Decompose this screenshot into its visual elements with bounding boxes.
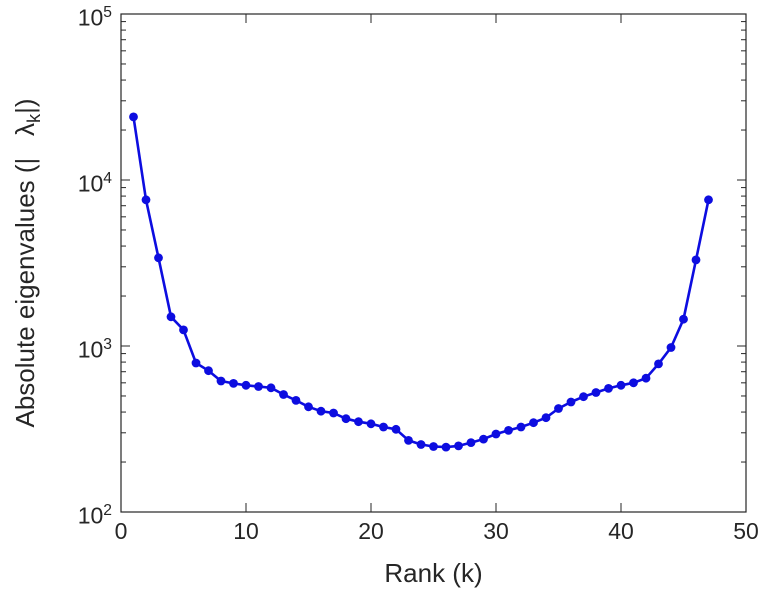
data-point: [304, 402, 313, 412]
x-tick-label: 0: [114, 518, 128, 544]
data-point: [504, 426, 513, 435]
data-point: [191, 358, 201, 368]
data-point: [316, 406, 326, 416]
data-point: [629, 378, 638, 388]
data-point: [679, 314, 688, 324]
data-point: [479, 434, 488, 444]
data-point: [216, 376, 226, 386]
data-point: [179, 325, 188, 335]
data-point: [329, 408, 338, 418]
data-point: [591, 388, 601, 397]
data-point: [266, 383, 276, 393]
data-point: [291, 396, 301, 405]
y-tick-label: 102: [77, 502, 112, 529]
data-point: [154, 253, 163, 263]
data-point: [691, 255, 701, 265]
data-point: [229, 379, 238, 388]
x-tick-label: 50: [733, 518, 759, 544]
x-tick-label: 10: [233, 518, 259, 544]
data-point: [454, 441, 463, 451]
data-point: [466, 438, 476, 447]
x-axis-label: Rank (k): [384, 558, 483, 588]
data-point: [204, 366, 213, 376]
data-point: [391, 424, 401, 434]
data-point: [241, 380, 251, 390]
data-point: [604, 384, 613, 393]
data-point: [429, 442, 438, 451]
data-point: [379, 422, 388, 432]
data-point: [566, 397, 576, 407]
plot-frame: [120, 13, 747, 513]
data-point: [579, 392, 588, 402]
y-tick-label: 103: [77, 336, 112, 363]
y-axis-label: Absolute eigenvalues (| λk|): [10, 3, 45, 523]
data-point: [166, 312, 176, 322]
y-tick-label: 105: [77, 4, 112, 31]
data-point: [554, 404, 563, 413]
data-point: [366, 419, 376, 429]
data-point: [641, 373, 651, 383]
lambda-symbol: λ: [10, 123, 40, 137]
data-line: [132, 115, 710, 449]
data-point: [704, 195, 713, 205]
data-point: [529, 418, 538, 428]
y-axis-label-prefix: Absolute eigenvalues (|: [10, 136, 40, 428]
data-point: [254, 382, 263, 391]
data-point: [441, 442, 451, 452]
data-point: [654, 359, 663, 369]
data-point: [616, 380, 626, 390]
data-point: [416, 440, 426, 449]
data-point: [666, 343, 676, 352]
data-point: [279, 390, 288, 399]
data-point: [141, 195, 151, 205]
x-tick-label: 20: [358, 518, 384, 544]
data-point: [491, 429, 501, 439]
y-axis-label-suffix: |): [10, 98, 40, 114]
x-tick-label: 40: [608, 518, 634, 544]
lambda-subscript: k: [24, 113, 45, 124]
x-tick-label: 30: [483, 518, 509, 544]
data-point: [541, 413, 551, 423]
data-point: [516, 422, 526, 432]
y-tick-label: 104: [77, 170, 112, 197]
data-point: [354, 417, 363, 427]
data-point: [404, 436, 413, 445]
data-point: [129, 112, 138, 122]
data-point: [341, 414, 351, 424]
